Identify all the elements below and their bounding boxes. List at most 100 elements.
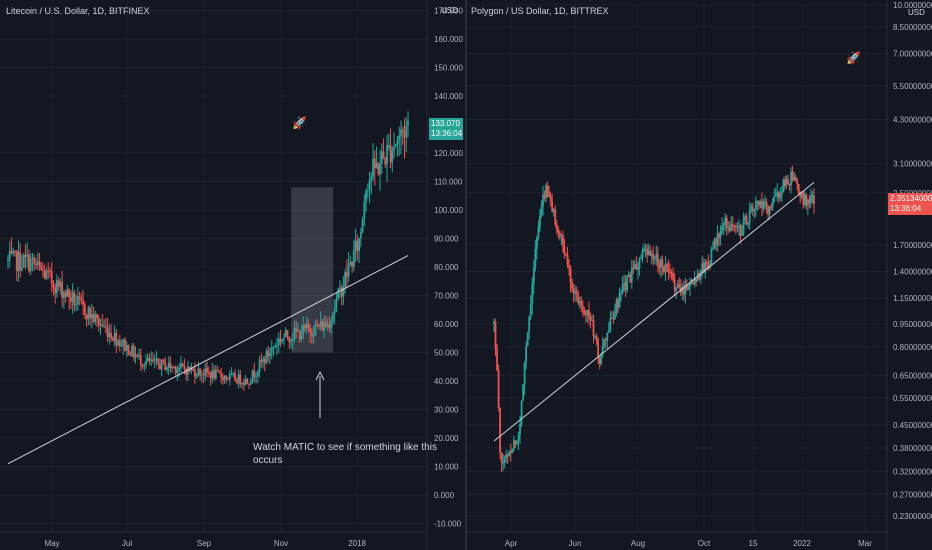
x-tick-label: Apr [505, 539, 518, 548]
candle-body [110, 332, 112, 339]
y-tick-label: 0.27000000 [893, 490, 932, 499]
candle-body [610, 318, 613, 320]
candle-body [249, 381, 252, 385]
candle-body [589, 317, 592, 321]
candle-body [715, 239, 717, 245]
candle-body [225, 376, 228, 379]
candle-body [784, 179, 786, 187]
candle-body [52, 282, 55, 288]
candle-body [499, 407, 502, 453]
candle-body [115, 332, 118, 346]
candle-body [762, 201, 765, 209]
candle-body [349, 261, 352, 266]
trendline [7, 255, 409, 465]
candle-body [546, 185, 549, 194]
candle-body [216, 369, 219, 371]
candle-body [759, 201, 762, 206]
candle-body [141, 364, 144, 367]
candle-body [35, 263, 37, 266]
right-last-price-badge: 2.35134000 13:36:04 [888, 193, 932, 215]
right-currency-label: USD [908, 8, 925, 17]
candle-body [730, 224, 733, 231]
y-tick-label: 3.10000000 [893, 160, 932, 169]
candle-body [560, 235, 563, 237]
candle-body [49, 270, 51, 272]
candle-body [389, 145, 392, 163]
candle-body [693, 278, 696, 285]
candle-body [314, 324, 317, 336]
polygon-chart-pane[interactable]: 10.00000000 8.50000000 7.00000000 5.5000000… [467, 0, 932, 550]
candle-body [580, 300, 583, 306]
candle-body [655, 253, 658, 259]
candle-body [68, 289, 71, 298]
candle-body [50, 270, 53, 283]
candle-body [139, 354, 142, 365]
candle-body [799, 193, 802, 197]
candle-body [15, 250, 18, 272]
candle-body [330, 321, 333, 329]
candle-body [71, 292, 74, 302]
y-tick-label: 4.30000000 [893, 115, 932, 124]
candle-body [89, 308, 91, 319]
candle-body [796, 180, 799, 184]
candle-body [692, 282, 694, 285]
left-countdown: 13:36:04 [431, 129, 463, 138]
candle-body [290, 339, 292, 342]
candle-body [643, 249, 645, 251]
candle-body [805, 194, 808, 206]
candle-body [127, 344, 130, 356]
litecoin-chart-pane[interactable]: 170.000 160.000 150.000 140.000 120.000 110.0… [0, 0, 465, 550]
candle-body [578, 300, 581, 304]
candle-body [108, 332, 111, 338]
candle-body [297, 330, 299, 332]
y-tick-label: 60.000 [434, 320, 459, 329]
y-tick-label: 0.000 [434, 491, 455, 500]
candle-body [572, 288, 575, 294]
candle-body [670, 272, 673, 274]
x-tick-label: Sep [197, 539, 212, 548]
candle-body [337, 289, 340, 299]
candle-body [24, 254, 27, 257]
candle-body [361, 219, 364, 233]
candle-body [661, 259, 664, 267]
candle-body [552, 209, 555, 213]
y-tick-label: 90.000 [434, 235, 459, 244]
candle-body [104, 325, 107, 328]
candle-body [305, 324, 308, 329]
candle-body [574, 291, 577, 294]
candle-body [813, 195, 815, 205]
candle-body [295, 327, 298, 332]
candle-body [54, 287, 57, 294]
candle-body [379, 163, 381, 175]
annotation-line-1: Watch MATIC to see if something like thi… [253, 442, 437, 453]
candle-body [649, 250, 652, 256]
candle-body [722, 223, 725, 226]
candle-body [797, 183, 800, 194]
candle-body [176, 369, 179, 374]
litecoin-chart-svg[interactable]: 170.000 160.000 150.000 140.000 120.000 110.0… [0, 0, 465, 550]
candle-body [220, 372, 223, 378]
candle-body [517, 434, 520, 442]
trendline [493, 181, 815, 442]
candle-body [641, 250, 644, 259]
candle-body [242, 383, 245, 385]
candle-body [342, 286, 345, 297]
candle-body [145, 361, 147, 365]
y-tick-label: 0.55000000 [893, 394, 932, 403]
candle-body [101, 324, 104, 327]
candle-body [36, 261, 39, 266]
candle-body [571, 282, 573, 289]
candle-body [377, 163, 380, 175]
pane-divider[interactable] [465, 0, 467, 550]
candle-body [520, 400, 523, 424]
y-tick-label: 150.000 [434, 64, 463, 73]
candle-body [791, 171, 794, 181]
left-currency-label: USD [441, 6, 458, 15]
y-tick-label: 1.40000000 [893, 267, 932, 276]
candle-body [666, 264, 668, 269]
candle-body [591, 319, 593, 321]
candle-body [331, 313, 334, 322]
polygon-chart-svg[interactable]: 10.00000000 8.50000000 7.00000000 5.5000000… [467, 0, 932, 550]
y-tick-label: 0.65000000 [893, 371, 932, 380]
candle-body [173, 366, 175, 368]
